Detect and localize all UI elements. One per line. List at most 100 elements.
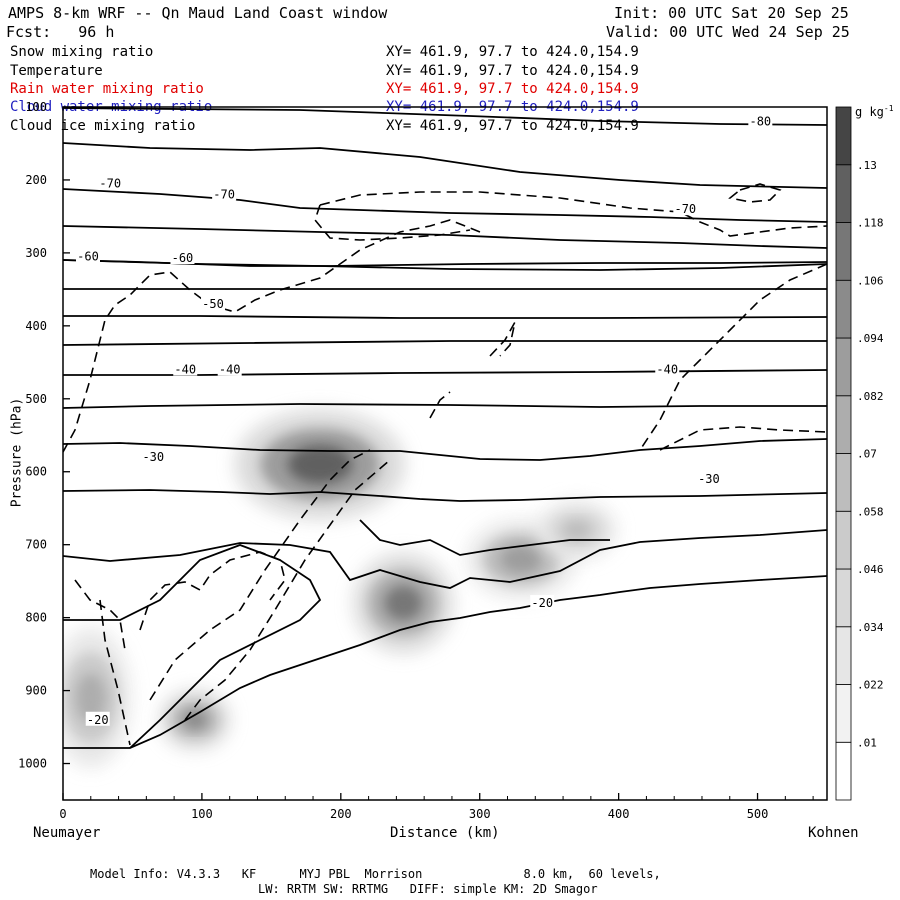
x-tick-label: 400 bbox=[608, 807, 630, 821]
isotherm-50 bbox=[63, 315, 827, 319]
colorbar-swatch bbox=[835, 568, 852, 628]
isotherm-line bbox=[63, 403, 827, 409]
x-tick-label: 200 bbox=[330, 807, 352, 821]
isotherm-line bbox=[63, 142, 827, 189]
snow-blob-core bbox=[384, 585, 423, 621]
isotherm-label: -80 bbox=[749, 115, 771, 129]
isotherm-60 bbox=[63, 259, 827, 267]
isotherm-label-bg bbox=[217, 361, 242, 376]
colorbar-swatch bbox=[835, 626, 852, 685]
isotherm-80 bbox=[63, 107, 827, 126]
isotherm-label-bg bbox=[748, 113, 773, 128]
isotherm-layer bbox=[63, 107, 827, 749]
rain-contour bbox=[728, 183, 782, 203]
isotherm-label: -60 bbox=[77, 250, 99, 264]
colorbar-label: .046 bbox=[857, 563, 884, 576]
colorbar-unit: g kg-1 bbox=[855, 104, 894, 119]
isotherm-line bbox=[63, 225, 827, 249]
colorbar-label: .034 bbox=[857, 621, 884, 634]
colorbar-swatch bbox=[835, 106, 852, 166]
isotherm-label: -60 bbox=[172, 251, 194, 265]
rain-contour bbox=[314, 204, 471, 241]
isotherm-label: -70 bbox=[213, 188, 235, 202]
colorbar-swatch bbox=[835, 222, 852, 281]
rain-contour bbox=[74, 579, 126, 651]
x-left-label: Neumayer bbox=[33, 825, 101, 841]
isotherm-labels: -20 -20 -30 -30 -40 -40 -40 -50 -60 -60 -70 -70 -70 -… bbox=[76, 113, 773, 727]
isotherm-label-bg bbox=[141, 449, 166, 464]
isotherm-label: -20 bbox=[531, 596, 553, 610]
model-physics: LW: RRTM SW: RRTMG DIFF: simple KM: 2D S… bbox=[258, 882, 598, 896]
forecast-hour: Fcst: 96 h bbox=[6, 23, 115, 41]
colorbar-label: .058 bbox=[857, 505, 884, 518]
isotherm-label-bg bbox=[201, 295, 226, 310]
x-tick-label: 500 bbox=[747, 807, 769, 821]
isotherm-label-bg bbox=[212, 186, 237, 201]
valid-time: Valid: 00 UTC Wed 24 Sep 25 bbox=[606, 23, 850, 41]
terrain-layer bbox=[63, 575, 827, 749]
field-cloudice-name: Cloud ice mixing ratio bbox=[10, 118, 196, 134]
x-tick-label: 300 bbox=[469, 807, 491, 821]
isotherm-label: -30 bbox=[698, 472, 720, 486]
y-axis-title: Pressure (hPa) bbox=[9, 397, 25, 508]
colorbar-label: .01 bbox=[857, 736, 877, 749]
field-rain-name: Rain water mixing ratio bbox=[10, 81, 204, 97]
field-rain-xy: XY= 461.9, 97.7 to 424.0,154.9 bbox=[386, 81, 639, 97]
y-tick-label: 400 bbox=[25, 319, 47, 333]
isotherm-label-bg bbox=[76, 248, 101, 263]
x-axis: 0 100 200 300 400 500 bbox=[59, 793, 814, 821]
colorbar-label: .118 bbox=[857, 217, 884, 230]
isotherm-label: -40 bbox=[656, 363, 678, 377]
isotherm-70 bbox=[63, 188, 827, 223]
colorbar-label: .094 bbox=[857, 332, 884, 345]
y-tick-label: 500 bbox=[25, 392, 47, 406]
isotherm-label: -70 bbox=[674, 202, 696, 216]
isotherm-label: -40 bbox=[174, 363, 196, 377]
isotherm-30 bbox=[63, 438, 827, 461]
isotherm-line bbox=[63, 340, 827, 346]
y-tick-label: 1000 bbox=[18, 757, 47, 771]
rain-contour bbox=[659, 426, 827, 451]
x-tick-label: 100 bbox=[191, 807, 213, 821]
isotherm-label-bg bbox=[673, 201, 698, 216]
isotherm-label: -50 bbox=[202, 297, 224, 311]
rain-contour bbox=[489, 321, 516, 357]
colorbar-swatch bbox=[835, 337, 852, 397]
y-tick-label: 900 bbox=[25, 684, 47, 698]
rain-contour bbox=[639, 263, 827, 451]
init-time: Init: 00 UTC Sat 20 Sep 25 bbox=[614, 4, 849, 22]
colorbar-label: .022 bbox=[857, 679, 884, 692]
isotherm-label: -20 bbox=[87, 713, 109, 727]
plot-frame bbox=[62, 106, 828, 801]
colorbar-label: .106 bbox=[857, 274, 884, 287]
isotherm-label-bg bbox=[98, 175, 123, 190]
rain-contour bbox=[319, 191, 827, 237]
colorbar-swatch bbox=[835, 453, 852, 512]
isotherm-line bbox=[63, 544, 322, 749]
colorbar-swatch bbox=[835, 279, 852, 339]
colorbar-swatch bbox=[835, 684, 852, 743]
y-tick-label: 200 bbox=[25, 173, 47, 187]
isotherm-label-bg bbox=[173, 361, 198, 376]
isotherm-label-bg bbox=[170, 250, 195, 265]
colorbar: .01 .022 .034 .046 .058 .07 .082 .094 .106 .118 .1… bbox=[835, 106, 884, 801]
field-snow-name: Snow mixing ratio bbox=[10, 44, 154, 60]
x-right-label: Kohnen bbox=[808, 825, 859, 841]
colorbar-swatch bbox=[835, 741, 852, 801]
plot-title: AMPS 8-km WRF -- Qn Maud Land Coast wind… bbox=[8, 4, 388, 22]
rain-contour bbox=[149, 449, 371, 701]
x-axis-title: Distance (km) bbox=[390, 825, 500, 841]
snow-blob-core bbox=[561, 519, 593, 541]
colorbar-label: .07 bbox=[857, 448, 877, 461]
colorbar-swatch bbox=[835, 164, 852, 223]
isotherm-label: -70 bbox=[99, 177, 121, 191]
field-snow-xy: XY= 461.9, 97.7 to 424.0,154.9 bbox=[386, 44, 639, 60]
y-tick-label: 100 bbox=[25, 100, 47, 114]
snow-blob-core bbox=[500, 545, 543, 574]
isotherm-label-bg bbox=[655, 361, 680, 376]
field-temp-xy: XY= 461.9, 97.7 to 424.0,154.9 bbox=[386, 63, 639, 79]
y-tick-label: 600 bbox=[25, 465, 47, 479]
isotherm-label-bg bbox=[696, 471, 721, 486]
y-axis: 100 200 300 400 500 600 700 800 900 1000 bbox=[18, 100, 70, 771]
